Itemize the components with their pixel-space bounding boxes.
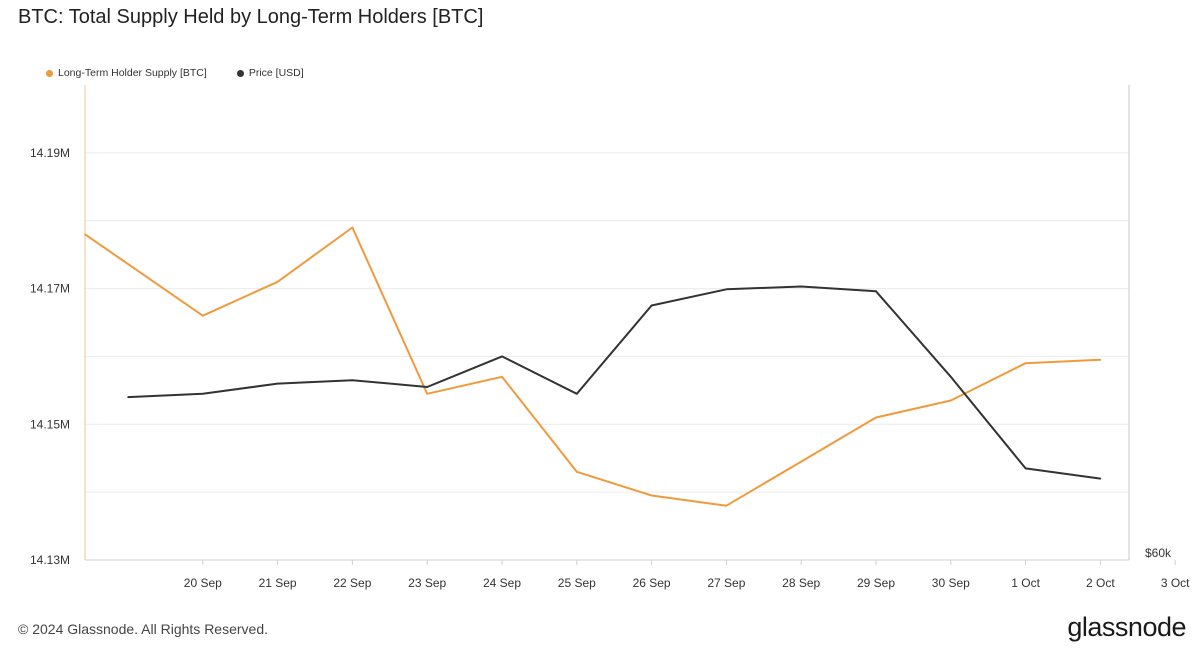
glassnode-logo: glassnode [1067,612,1186,642]
y-tick-label: 14.13M [30,553,70,567]
point-price [501,355,503,358]
point-price [426,386,429,388]
point-price [725,288,728,291]
point-price [351,379,354,381]
legend-item-price[interactable]: Price [USD] [236,67,304,79]
point-price [1099,477,1102,480]
x-tick-label: 29 Sep [857,576,895,590]
copyright-text: © 2024 Glassnode. All Rights Reserved. [18,621,269,637]
series-line-price [127,285,1101,480]
legend-dot-price [236,69,244,77]
point-price [800,285,802,288]
legend-dot-lth-supply [46,69,53,77]
y-right-tick-label: $60k [1145,546,1172,560]
point-lth-supply [276,280,279,283]
legend-item-lth-supply[interactable]: Long-Term Holder Supply [BTC] [46,67,207,79]
point-price [875,290,877,293]
y-tick-label: 14.19M [30,146,70,160]
y-tick-label: 14.17M [30,282,70,296]
legend: Long-Term Holder Supply [BTC] Price [USD… [46,67,304,79]
point-lth-supply [501,375,503,378]
point-lth-supply [1099,359,1102,361]
point-price [576,392,578,395]
y-axis-ticks: 14.13M 14.15M 14.17M 14.19M $60k [30,146,1172,567]
series-line-lth-supply [84,226,1101,507]
point-lth-supply [576,470,578,473]
point-price [1024,467,1027,470]
point-lth-supply [202,314,204,317]
legend-label-price: Price [USD] [248,67,304,79]
point-lth-supply [875,416,877,419]
point-lth-supply [650,494,653,497]
x-tick-label: 20 Sep [184,576,222,590]
point-lth-supply [84,233,86,236]
point-lth-supply [725,504,728,507]
legend-label-lth-supply: Long-Term Holder Supply [BTC] [58,67,207,79]
point-price [650,304,653,307]
point-lth-supply [351,226,354,229]
x-tick-label: 27 Sep [707,576,745,590]
x-tick-label: 22 Sep [333,576,371,590]
x-tick-label: 28 Sep [782,576,820,590]
x-tick-label: 1 Oct [1011,576,1040,590]
point-price [276,382,279,385]
x-axis-ticks: 20 Sep 21 Sep 22 Sep 23 Sep 24 Sep 25 Sep 26 S… [184,560,1190,590]
point-lth-supply [426,392,429,395]
series-lines [84,226,1102,507]
x-tick-label: 23 Sep [408,576,446,590]
chart-title: BTC: Total Supply Held by Long-Term Hold… [18,6,484,28]
x-tick-label: 21 Sep [259,576,297,590]
x-tick-label: 25 Sep [558,576,596,590]
x-tick-label: 2 Oct [1086,576,1115,590]
point-lth-supply [950,399,952,402]
x-tick-label: 3 Oct [1161,576,1190,590]
axes [84,85,1130,561]
y-tick-label: 14.15M [30,417,70,431]
point-lth-supply [800,460,802,463]
point-price [950,375,952,378]
gridlines [85,152,1129,493]
x-tick-label: 24 Sep [483,576,521,590]
x-tick-label: 30 Sep [932,576,970,590]
point-price [202,392,204,395]
point-price [127,396,129,398]
point-lth-supply [1024,362,1027,365]
x-tick-label: 26 Sep [633,576,671,590]
